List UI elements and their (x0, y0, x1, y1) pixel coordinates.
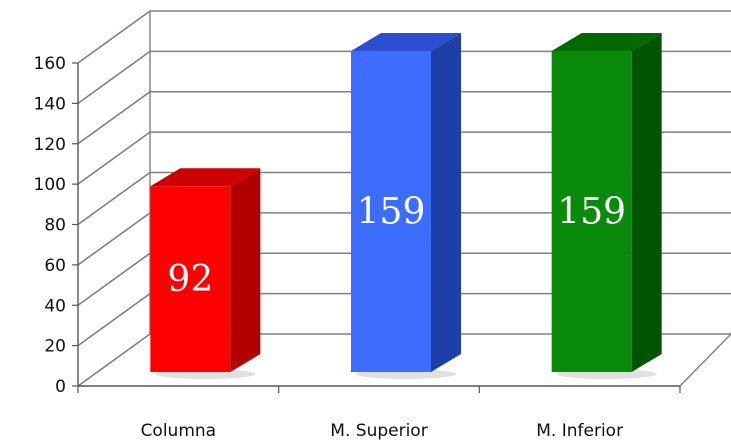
gridline-side-100 (77, 131, 151, 185)
y-tick-label: 0 (55, 377, 66, 397)
bar-layer (150, 33, 662, 379)
gridline-side-160 (77, 10, 151, 64)
bar-top-1 (351, 33, 461, 52)
gridline-side-40 (77, 252, 151, 306)
gridline-side-80 (77, 171, 151, 226)
gridline-side-60 (77, 212, 151, 266)
gridline-side-0 (77, 333, 151, 387)
x-tick-label: Columna (141, 421, 217, 441)
bar-2 (551, 51, 632, 373)
gridline-side-140 (77, 50, 151, 105)
bar-side-0 (230, 168, 261, 372)
label-layer: 92 Columna 159 M. Superior 159 M. Inferior (141, 192, 626, 441)
bar-1 (351, 51, 431, 373)
gridline-side-20 (77, 292, 151, 347)
y-tick-label: 60 (44, 256, 66, 276)
bar-top-2 (551, 33, 662, 52)
y-tick-label: 140 (34, 94, 66, 114)
bar-side-2 (631, 33, 662, 373)
y-tick-label: 20 (44, 337, 66, 357)
y-tick-label: 120 (34, 135, 66, 155)
x-tick-label: M. Inferior (536, 421, 623, 441)
bar-side-1 (431, 33, 461, 373)
y-tick-label: 40 (44, 296, 66, 316)
data-label: 159 (557, 192, 626, 233)
bar-0 (150, 186, 231, 372)
y-tick-label: 100 (34, 175, 66, 195)
data-label: 92 (167, 259, 213, 300)
y-tick-label: 160 (34, 54, 66, 74)
x-tick-label: M. Superior (330, 421, 427, 441)
data-label: 159 (357, 192, 426, 233)
gridline-side-120 (77, 91, 151, 145)
bar-top-0 (150, 168, 261, 187)
floor-right-edge (679, 333, 731, 387)
axis-layer: 0 20 40 60 80 100 120 140 160 (34, 54, 731, 397)
y-tick-label: 80 (44, 216, 66, 236)
